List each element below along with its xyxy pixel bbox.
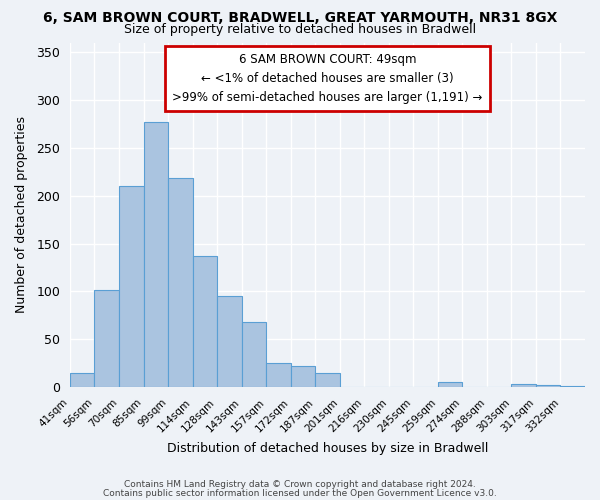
Y-axis label: Number of detached properties: Number of detached properties	[15, 116, 28, 314]
Bar	[290, 366, 315, 387]
Text: Contains public sector information licensed under the Open Government Licence v3: Contains public sector information licen…	[103, 488, 497, 498]
Bar	[217, 296, 242, 387]
Bar	[70, 372, 94, 387]
Bar	[560, 386, 585, 387]
Bar	[315, 372, 340, 387]
Bar	[168, 178, 193, 387]
Bar	[536, 385, 560, 387]
Bar	[511, 384, 536, 387]
Bar	[438, 382, 463, 387]
X-axis label: Distribution of detached houses by size in Bradwell: Distribution of detached houses by size …	[167, 442, 488, 455]
Bar	[94, 290, 119, 387]
Text: 6 SAM BROWN COURT: 49sqm
← <1% of detached houses are smaller (3)
>99% of semi-d: 6 SAM BROWN COURT: 49sqm ← <1% of detach…	[172, 53, 482, 104]
Text: Size of property relative to detached houses in Bradwell: Size of property relative to detached ho…	[124, 22, 476, 36]
Bar	[119, 186, 143, 387]
Bar	[242, 322, 266, 387]
Bar	[193, 256, 217, 387]
Bar	[266, 363, 290, 387]
Text: Contains HM Land Registry data © Crown copyright and database right 2024.: Contains HM Land Registry data © Crown c…	[124, 480, 476, 489]
Bar	[143, 122, 168, 387]
Text: 6, SAM BROWN COURT, BRADWELL, GREAT YARMOUTH, NR31 8GX: 6, SAM BROWN COURT, BRADWELL, GREAT YARM…	[43, 11, 557, 25]
